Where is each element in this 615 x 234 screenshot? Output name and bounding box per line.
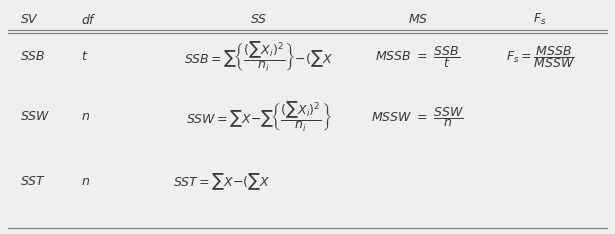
Text: $\mathit{n}$: $\mathit{n}$ [81,175,90,188]
Text: $\mathit{t}$: $\mathit{t}$ [81,50,89,63]
Text: $\mathit{SS}$: $\mathit{SS}$ [250,13,268,26]
Text: $\mathit{SV}$: $\mathit{SV}$ [20,13,39,26]
Text: $\mathit{SSB}$: $\mathit{SSB}$ [20,50,46,63]
Text: $\mathit{F_s}{=}\dfrac{\mathit{MSSB}}{\mathit{MSSW}}$: $\mathit{F_s}{=}\dfrac{\mathit{MSSB}}{\m… [506,44,574,70]
Text: $\mathit{n}$: $\mathit{n}$ [81,110,90,124]
Text: $\mathit{SSB}{=}\sum\!\left\{\dfrac{(\sum X_i)^2}{n_i}\right\}{-}(\sum X$: $\mathit{SSB}{=}\sum\!\left\{\dfrac{(\su… [184,40,333,74]
Text: $\mathit{SST}$: $\mathit{SST}$ [20,175,46,188]
Text: $\mathit{MSSB}\ =\ \dfrac{\mathit{SSB}}{t}$: $\mathit{MSSB}\ =\ \dfrac{\mathit{SSB}}{… [375,44,460,70]
Text: $\mathit{df}$: $\mathit{df}$ [81,13,97,27]
Text: $\mathit{SSW}$: $\mathit{SSW}$ [20,110,50,124]
Text: $\mathit{SST}{=}\sum X{-}(\sum X$: $\mathit{SST}{=}\sum X{-}(\sum X$ [173,171,271,192]
Text: $\mathit{F_s}$: $\mathit{F_s}$ [533,12,547,27]
Text: $\mathit{SSW}{=}\sum X{-}\sum\!\left\{\dfrac{(\sum X_i)^2}{n_i}\right\}$: $\mathit{SSW}{=}\sum X{-}\sum\!\left\{\d… [186,100,331,134]
Text: $\mathit{MSSW}\ =\ \dfrac{\mathit{SSW}}{n}$: $\mathit{MSSW}\ =\ \dfrac{\mathit{SSW}}{… [371,105,464,129]
Text: $\mathit{MS}$: $\mathit{MS}$ [408,13,428,26]
